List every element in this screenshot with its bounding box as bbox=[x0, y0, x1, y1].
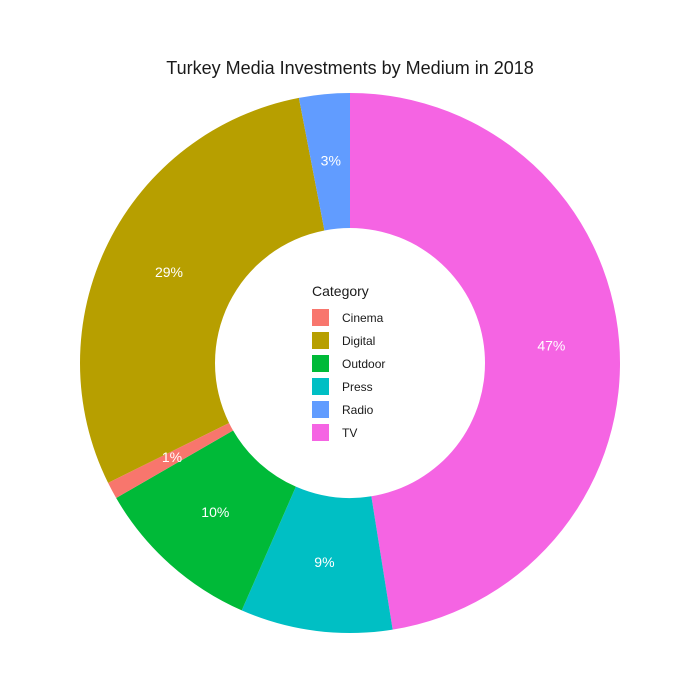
legend-key-radio bbox=[312, 401, 329, 418]
legend-label-digital: Digital bbox=[342, 333, 376, 348]
legend-title: Category bbox=[312, 283, 369, 299]
slice-label-press: 9% bbox=[314, 554, 334, 570]
legend-label-tv: TV bbox=[342, 425, 358, 440]
slice-radio bbox=[298, 93, 350, 231]
legend-key-tv bbox=[312, 424, 329, 441]
legend-items: Cinema Digital Outdoor Press Radio TV bbox=[312, 306, 385, 444]
legend-label-outdoor: Outdoor bbox=[342, 356, 386, 371]
slice-label-outdoor: 10% bbox=[201, 504, 229, 520]
legend-key-press bbox=[312, 378, 329, 395]
slice-outdoor bbox=[116, 430, 296, 611]
slice-label-digital: 29% bbox=[155, 264, 183, 280]
slice-label-radio: 3% bbox=[321, 153, 341, 169]
legend-key-digital bbox=[312, 332, 329, 349]
chart-title: Turkey Media Investments by Medium in 20… bbox=[166, 58, 534, 78]
slice-cinema bbox=[108, 422, 234, 498]
legend-label-press: Press bbox=[342, 379, 373, 394]
legend-item-cinema: Cinema bbox=[312, 306, 385, 329]
legend-item-press: Press bbox=[312, 375, 385, 398]
slice-label-tv: 47% bbox=[537, 338, 565, 354]
legend-label-cinema: Cinema bbox=[342, 310, 384, 325]
legend-item-outdoor: Outdoor bbox=[312, 352, 385, 375]
legend-key-cinema bbox=[312, 309, 329, 326]
legend-key-outdoor bbox=[312, 355, 329, 372]
slice-press bbox=[241, 486, 393, 633]
legend-item-tv: TV bbox=[312, 421, 385, 444]
legend: Category Cinema Digital Outdoor Press Radio T… bbox=[312, 283, 385, 444]
legend-label-radio: Radio bbox=[342, 402, 374, 417]
slice-label-cinema: 1% bbox=[162, 449, 182, 465]
legend-item-digital: Digital bbox=[312, 329, 385, 352]
legend-item-radio: Radio bbox=[312, 398, 385, 421]
slice-digital bbox=[80, 97, 325, 483]
slice-tv bbox=[350, 93, 621, 630]
